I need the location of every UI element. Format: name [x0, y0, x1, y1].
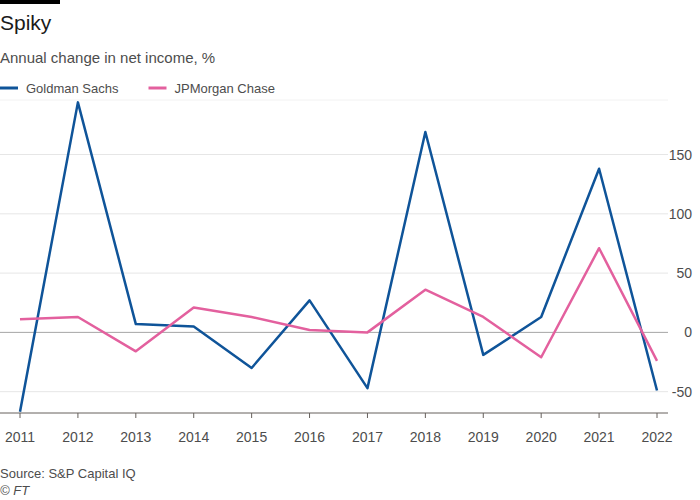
plot-area: [20, 102, 657, 411]
title: Spiky: [0, 11, 52, 34]
x-tick: [425, 413, 426, 418]
x-tick: [77, 413, 78, 418]
legend-swatch: [0, 87, 18, 90]
x-tick-label: 2021: [584, 429, 615, 445]
legend-label: Goldman Sachs: [26, 81, 119, 96]
x-tick: [483, 413, 484, 418]
x-tick: [135, 413, 136, 418]
x-tick-label: 2012: [62, 429, 93, 445]
x-tick: [367, 413, 368, 418]
credit: © FT: [0, 483, 30, 498]
x-tick: [309, 413, 310, 418]
top-bar: [0, 0, 60, 4]
grid-line: [0, 273, 668, 274]
y-tick-label: 150: [669, 147, 693, 163]
grid-line: [0, 213, 668, 214]
x-tick-label: 2016: [294, 429, 325, 445]
series-line: [20, 102, 657, 411]
x-axis-line: [0, 413, 668, 414]
x-tick: [20, 413, 21, 418]
x-tick: [193, 413, 194, 418]
subtitle: Annual change in net income, %: [0, 49, 215, 66]
x-tick: [251, 413, 252, 418]
x-tick-label: 2018: [410, 429, 441, 445]
series-line: [20, 248, 657, 361]
x-tick: [541, 413, 542, 418]
legend-swatch: [149, 87, 167, 90]
x-tick-label: 2015: [236, 429, 267, 445]
source: Source: S&P Capital IQ: [0, 466, 136, 481]
x-tick: [599, 413, 600, 418]
x-tick-label: 2019: [468, 429, 499, 445]
grid-line: [0, 391, 668, 392]
x-tick-label: 2020: [526, 429, 557, 445]
y-tick-label: 100: [669, 206, 693, 222]
grid-line: [0, 154, 668, 155]
y-tick-label: 50: [676, 265, 692, 281]
x-tick-label: 2014: [178, 429, 209, 445]
x-tick-label: 2022: [641, 429, 672, 445]
x-tick-label: 2011: [5, 429, 35, 445]
x-tick-label: 2017: [352, 429, 383, 445]
x-tick: [657, 413, 658, 418]
y-tick-label: 0: [684, 324, 692, 340]
x-tick-label: 2013: [120, 429, 151, 445]
legend-label: JPMorgan Chase: [175, 81, 275, 96]
chart: Spiky Annual change in net income, % Goldm…: [0, 0, 700, 500]
y-range-top: [0, 100, 668, 101]
y-tick-label: -50: [672, 384, 692, 400]
